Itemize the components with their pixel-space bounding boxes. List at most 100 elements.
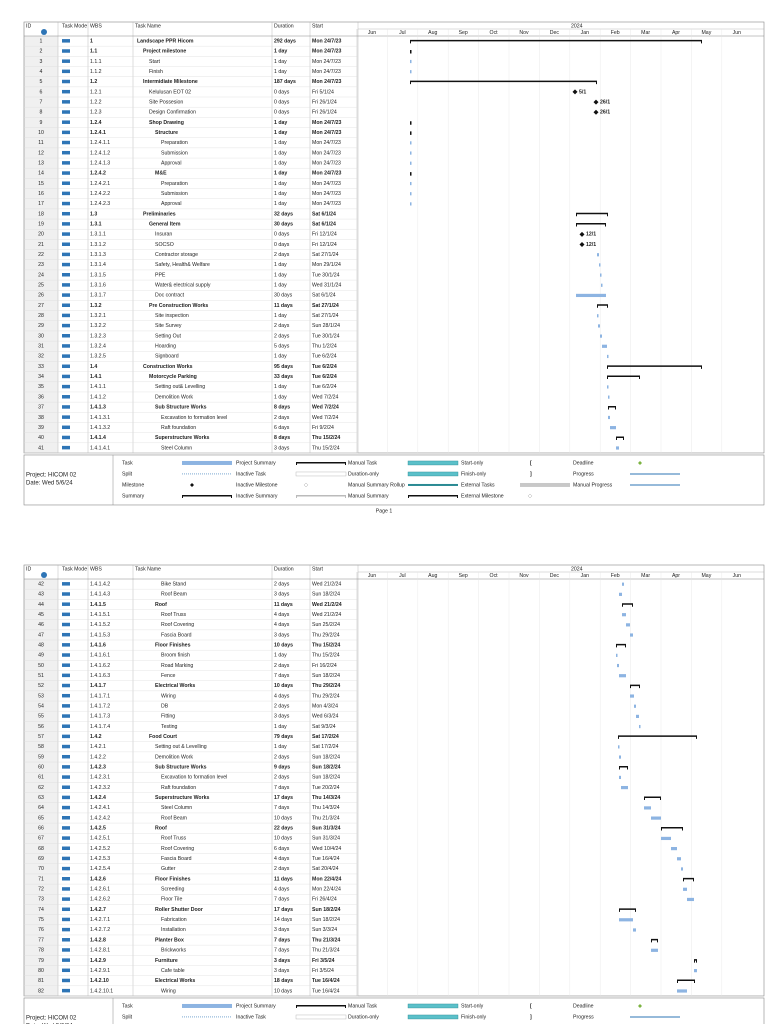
task-mode-icon: [62, 303, 70, 308]
task-mode-icon: [62, 653, 70, 657]
row-wbs: 1.4.1.3.1: [90, 415, 110, 421]
task-mode-icon: [62, 866, 70, 871]
row-name: Motorcycle Parking: [149, 374, 197, 380]
task-bar: [630, 694, 634, 698]
row-name: Testing: [161, 724, 178, 730]
row-id: 45: [38, 612, 44, 618]
task-bar: [601, 283, 603, 287]
row-id: 7: [40, 99, 43, 105]
row-start: Fri 3/5/24: [312, 958, 335, 964]
row-duration: 2 days: [274, 252, 290, 258]
task-bar: [633, 928, 636, 932]
row-duration: 10 days: [274, 836, 293, 842]
row-id: 61: [38, 775, 44, 781]
row-name: Preliminaries: [143, 211, 176, 217]
legend-label: Manual Progress: [573, 482, 613, 488]
row-duration: 17 days: [274, 795, 293, 801]
info-icon: [41, 29, 47, 35]
summary-bar: [410, 80, 597, 85]
row-id: 79: [38, 958, 44, 964]
row-duration: 2 days: [274, 663, 290, 669]
month-label: Nov: [519, 30, 529, 36]
task-bar: [694, 969, 697, 973]
row-wbs: 1.4.2.2: [90, 754, 106, 760]
row-id: 59: [38, 754, 44, 760]
row-id: 11: [38, 140, 43, 146]
row-id: 14: [38, 171, 44, 177]
month-label: Dec: [550, 573, 560, 579]
row-duration: 1 day: [274, 272, 287, 278]
task-mode-icon: [62, 222, 70, 226]
row-duration: 2 days: [274, 415, 290, 421]
legend-label: Deadline: [573, 1003, 594, 1009]
row-wbs: 1.3.1.3: [90, 252, 106, 258]
task-bar: [610, 426, 616, 430]
row-start: Tue 16/4/24: [312, 988, 340, 994]
task-bar: [619, 775, 621, 780]
row-wbs: 1.4.2.3: [90, 765, 106, 771]
row-name: Excavation to formation level: [161, 775, 227, 781]
row-name: Superstructure Works: [155, 435, 210, 441]
row-start: Sat 27/1/24: [312, 313, 339, 319]
task-mode-icon: [62, 744, 70, 749]
row-name: Roof: [155, 826, 167, 832]
task-mode-icon: [62, 354, 70, 358]
row-start: Fri 26/1/24: [312, 99, 337, 105]
task-mode-icon: [62, 211, 70, 216]
row-name: Signboard: [155, 354, 179, 360]
row-duration: 1 day: [274, 181, 287, 187]
row-name: Furniture: [155, 958, 178, 964]
task-mode-icon: [62, 693, 70, 698]
month-label: Oct: [490, 30, 499, 36]
row-id: 52: [38, 683, 44, 689]
header-start: Start: [312, 23, 324, 29]
row-duration: 1 day: [274, 653, 287, 659]
row-start: Wed 10/4/24: [312, 846, 341, 852]
row-id: 76: [38, 927, 44, 933]
row-id: 36: [38, 394, 44, 400]
row-id: 65: [38, 815, 44, 821]
row-id: 19: [38, 222, 44, 228]
row-duration: 1 day: [274, 140, 287, 146]
milestone-label: 12/1: [586, 242, 596, 248]
task-mode-icon: [62, 49, 70, 53]
row-duration: 32 days: [274, 211, 293, 217]
task-bar: [671, 847, 677, 851]
row-wbs: 1.3.1.7: [90, 293, 106, 299]
task-mode-icon: [62, 374, 70, 379]
row-duration: 9 days: [274, 765, 290, 771]
footer-project: Project: HICOM 02: [26, 473, 77, 479]
row-wbs: 1.2.4.1: [90, 130, 106, 136]
row-name: Approval: [161, 161, 181, 167]
task-mode-icon: [62, 836, 70, 840]
task-bar: [619, 755, 621, 759]
row-name: Steel Column: [161, 445, 192, 451]
row-duration: 0 days: [274, 232, 290, 238]
task-bar: [410, 192, 412, 196]
row-duration: 1 day: [274, 150, 287, 156]
row-wbs: 1.3.2.5: [90, 354, 106, 360]
row-id: 38: [38, 415, 44, 421]
task-bar: [651, 816, 661, 820]
task-bar: [636, 714, 639, 718]
summary-bar: [410, 121, 412, 125]
task-mode-icon: [62, 815, 70, 820]
row-id: 37: [38, 405, 44, 411]
row-id: 17: [38, 201, 44, 207]
row-duration: 3 days: [274, 632, 290, 638]
row-name: Wiring: [161, 988, 176, 994]
row-wbs: 1.2.4.1.3: [90, 161, 110, 167]
row-start: Tue 30/1/24: [312, 333, 340, 339]
task-mode-icon: [62, 734, 70, 739]
row-name: Site inspection: [155, 313, 189, 319]
row-wbs: 1.3.2.2: [90, 323, 106, 329]
task-mode-icon: [62, 384, 70, 389]
row-name: Roof Covering: [161, 622, 194, 628]
header-id: ID: [26, 23, 31, 29]
row-duration: 2 days: [274, 323, 290, 329]
row-wbs: 1.4.1.5.1: [90, 612, 110, 618]
month-label: Aug: [428, 30, 437, 36]
row-start: Thu 29/2/24: [312, 693, 340, 699]
row-id: 8: [40, 110, 43, 116]
row-start: Thu 1/2/24: [312, 344, 337, 350]
